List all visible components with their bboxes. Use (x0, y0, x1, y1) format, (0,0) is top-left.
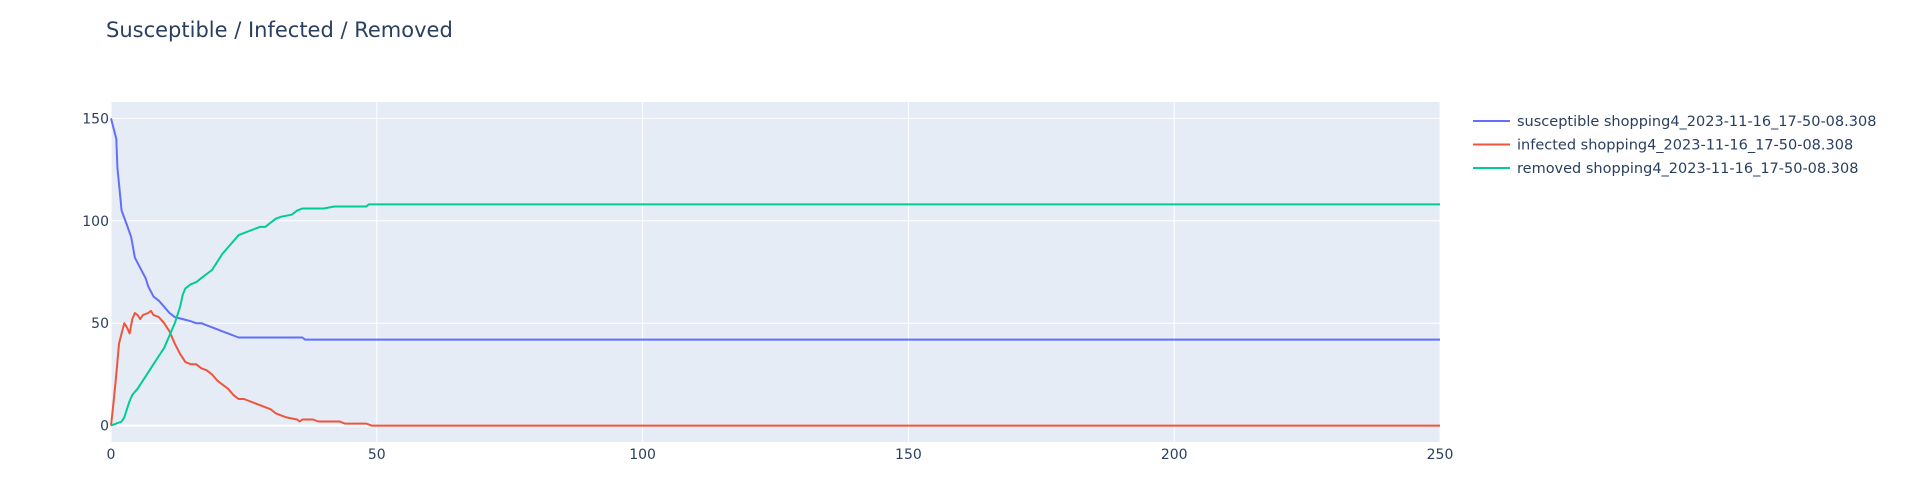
x-tick-label: 50 (368, 447, 386, 463)
series-line-susceptible (110, 118, 1440, 341)
legend-item[interactable]: susceptible shopping4_2023-11-16_17-50-0… (1473, 114, 1876, 130)
series-line-infected (110, 309, 1440, 427)
series-lines (110, 118, 1440, 427)
plot-background (111, 102, 1440, 442)
y-tick-label: 50 (91, 316, 109, 332)
x-tick-label: 200 (1161, 447, 1188, 463)
legend-item[interactable]: infected shopping4_2023-11-16_17-50-08.3… (1473, 138, 1853, 154)
legend[interactable]: susceptible shopping4_2023-11-16_17-50-0… (1473, 114, 1876, 177)
legend-label: susceptible shopping4_2023-11-16_17-50-0… (1517, 114, 1876, 130)
y-tick-label: 100 (82, 214, 109, 230)
legend-item[interactable]: removed shopping4_2023-11-16_17-50-08.30… (1473, 161, 1858, 177)
chart-title: Susceptible / Infected / Removed (106, 18, 453, 42)
series-line-removed (110, 203, 1440, 427)
legend-label: removed shopping4_2023-11-16_17-50-08.30… (1517, 161, 1858, 177)
x-tick-label: 100 (629, 447, 656, 463)
y-tick-label: 150 (82, 111, 109, 127)
legend-label: infected shopping4_2023-11-16_17-50-08.3… (1517, 138, 1853, 154)
y-tick-label: 0 (100, 419, 109, 435)
x-tick-label: 250 (1427, 447, 1454, 463)
y-axis-ticks: 0 50 100 150 (82, 111, 109, 434)
x-axis-ticks: 0 50 100 150 200 250 (107, 447, 1454, 463)
x-tick-label: 150 (895, 447, 922, 463)
x-tick-label: 0 (107, 447, 116, 463)
